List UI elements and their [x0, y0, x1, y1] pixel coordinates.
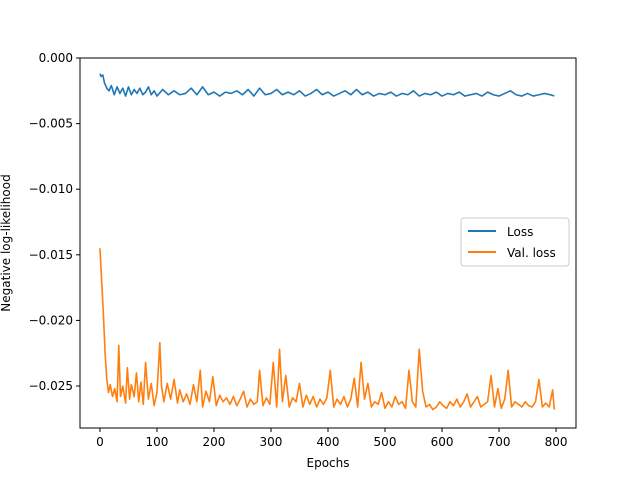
x-tick-label: 800 [545, 435, 568, 449]
y-tick-label: 0.000 [39, 51, 73, 65]
series-layer [99, 73, 556, 411]
x-tick-label: 600 [431, 435, 454, 449]
y-tick-label: −0.005 [29, 117, 73, 131]
legend-label-val-loss: Val. loss [507, 246, 556, 260]
y-tick-label: −0.025 [29, 379, 73, 393]
legend-label-loss: Loss [507, 225, 533, 239]
x-tick-label: 300 [260, 435, 283, 449]
x-tick-label: 0 [96, 435, 104, 449]
y-axis: 0.000 −0.005 −0.010 −0.015 −0.020 −0.025 [29, 51, 80, 393]
series-line-val-loss [99, 248, 556, 411]
x-tick-label: 200 [203, 435, 226, 449]
y-tick-label: −0.020 [29, 313, 73, 327]
x-tick-label: 500 [374, 435, 397, 449]
series-line-loss [99, 73, 555, 97]
x-tick-label: 400 [317, 435, 340, 449]
x-axis-label: Epochs [307, 456, 350, 470]
y-tick-label: −0.010 [29, 182, 73, 196]
x-tick-label: 100 [146, 435, 169, 449]
y-tick-label: −0.015 [29, 248, 73, 262]
x-tick-label: 700 [488, 435, 511, 449]
legend: Loss Val. loss [460, 217, 570, 267]
x-axis: 0 100 200 300 400 500 600 700 800 [96, 428, 567, 449]
y-axis-label: Negative log-likelihood [0, 174, 13, 311]
